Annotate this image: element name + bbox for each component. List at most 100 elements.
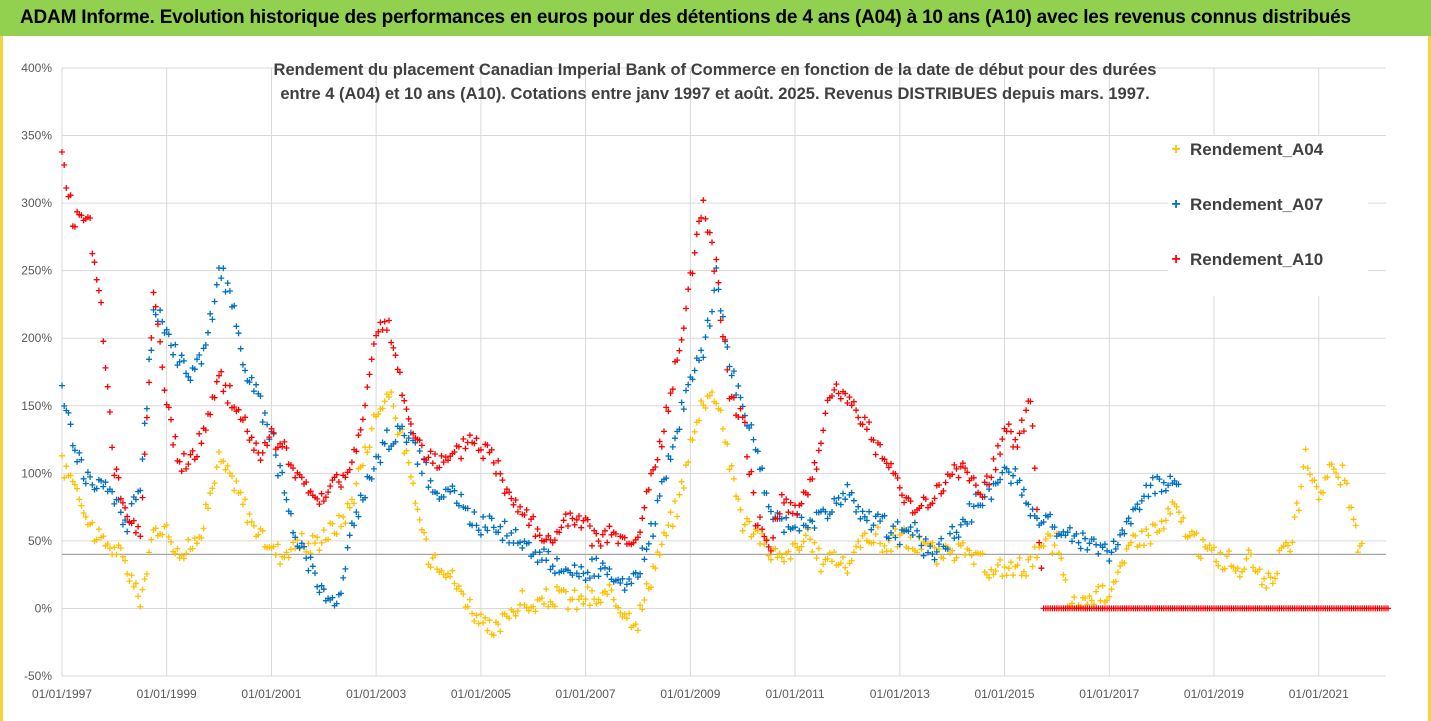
data-point [189, 545, 196, 552]
data-point [750, 436, 757, 443]
data-point [1296, 507, 1302, 514]
data-point [726, 466, 733, 473]
data-point [519, 545, 526, 551]
data-point [796, 527, 803, 534]
data-point [521, 512, 528, 518]
data-point [148, 536, 155, 543]
data-point [792, 540, 798, 547]
data-point [831, 386, 838, 393]
data-point [196, 430, 203, 437]
data-point [370, 465, 377, 472]
data-point [191, 535, 198, 542]
data-point [713, 256, 720, 263]
data-point [706, 323, 713, 329]
data-point [562, 588, 569, 595]
data-point [693, 231, 700, 238]
data-point [266, 434, 273, 441]
data-point [809, 548, 816, 555]
data-point [510, 501, 517, 508]
data-point [551, 570, 558, 577]
data-point [1143, 526, 1150, 533]
data-point [765, 503, 772, 510]
data-point [172, 433, 179, 440]
data-point [595, 573, 602, 580]
data-point [815, 545, 822, 552]
data-point [506, 489, 513, 496]
data-point [927, 543, 934, 550]
data-point [990, 571, 997, 578]
data-point [778, 491, 785, 498]
data-point [224, 400, 231, 406]
data-point [1088, 597, 1095, 604]
data-point [427, 564, 434, 571]
data-point [554, 583, 560, 590]
data-point [979, 502, 986, 509]
data-point [392, 352, 399, 359]
data-point [78, 212, 85, 219]
data-point [239, 501, 246, 508]
data-point [1003, 465, 1010, 472]
data-point [1005, 469, 1012, 476]
data-point [986, 481, 993, 488]
data-point [119, 521, 126, 528]
data-point [497, 523, 504, 530]
data-point [831, 495, 838, 502]
data-point [702, 215, 709, 222]
data-point [717, 407, 724, 414]
data-point [235, 406, 242, 413]
data-point [1138, 528, 1145, 535]
data-point [399, 423, 406, 430]
data-point [968, 552, 975, 559]
data-point [942, 479, 949, 486]
data-point [663, 532, 670, 539]
data-point [589, 587, 595, 594]
data-point [111, 500, 118, 507]
data-point [246, 511, 253, 518]
data-point [143, 414, 150, 421]
data-point [957, 463, 964, 470]
y-tick-label: 0% [35, 601, 53, 615]
data-point [1204, 545, 1211, 552]
data-point [150, 306, 157, 313]
legend-label-a04: Rendement_A04 [1190, 140, 1324, 159]
data-point [340, 514, 347, 520]
data-point [656, 493, 663, 499]
data-point [303, 555, 310, 562]
data-point [802, 532, 809, 539]
data-point [436, 464, 443, 471]
data-point [216, 449, 222, 455]
data-point [497, 628, 504, 635]
data-point [713, 265, 720, 271]
data-point [606, 566, 613, 572]
data-point [578, 524, 585, 531]
data-point [870, 522, 877, 529]
data-point [309, 532, 316, 539]
data-point [143, 405, 150, 412]
data-point [781, 499, 787, 506]
data-point [381, 440, 388, 447]
data-point [979, 494, 986, 501]
data-point [89, 250, 96, 257]
data-point [857, 515, 864, 522]
data-point [888, 460, 894, 467]
data-point [403, 439, 410, 446]
data-point [122, 557, 129, 564]
data-point [593, 600, 600, 607]
data-point [741, 521, 748, 528]
data-point [1040, 543, 1047, 550]
data-point [800, 538, 807, 545]
data-point [593, 555, 600, 562]
data-point [1020, 568, 1027, 575]
data-point [929, 539, 936, 546]
data-point [678, 478, 685, 485]
data-point [1082, 535, 1089, 542]
data-point [717, 307, 724, 314]
data-point [669, 386, 676, 393]
data-point [76, 496, 83, 503]
data-point [322, 494, 329, 501]
data-point [617, 609, 624, 616]
data-point [1121, 560, 1128, 566]
data-point [242, 367, 249, 374]
data-point [1062, 532, 1069, 539]
data-point [178, 352, 185, 359]
